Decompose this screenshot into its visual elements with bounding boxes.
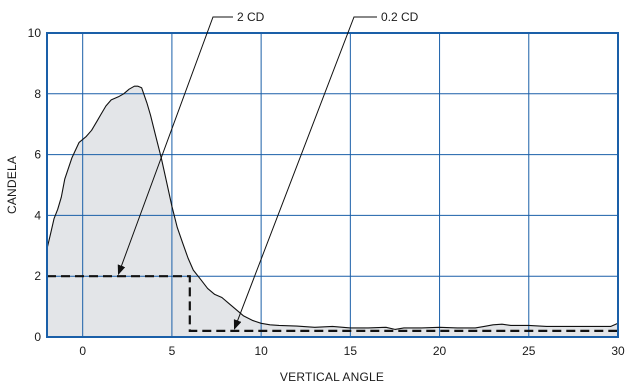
plot-border (46, 32, 619, 338)
y-tick-label: 6 (34, 148, 41, 162)
x-tick-label: 25 (522, 344, 536, 358)
annotation-leader (117, 16, 233, 276)
annotation-label: 2 CD (237, 10, 265, 24)
series-layer (47, 86, 618, 337)
threshold-line (47, 275, 618, 332)
y-tick-label: 4 (34, 208, 41, 222)
y-tick-label: 2 (34, 269, 41, 283)
series-line-layer (46, 85, 619, 330)
y-tick-label: 0 (34, 330, 41, 344)
y-tick-label: 8 (34, 87, 41, 101)
x-tick-label: 15 (344, 344, 358, 358)
annotations: 2 CD 0.2 CD (117, 10, 419, 330)
series-line (46, 85, 619, 330)
x-tick-label: 5 (169, 344, 176, 358)
x-tick-label: 10 (254, 344, 268, 358)
y-tick-label: 10 (28, 26, 42, 40)
annotation-label: 0.2 CD (381, 10, 419, 24)
x-tick-label: 20 (433, 344, 447, 358)
annotation-leader (233, 16, 377, 330)
series-area-fill (47, 86, 618, 337)
plot-frame (46, 32, 619, 338)
threshold-layer (47, 275, 618, 332)
x-axis-title: VERTICAL ANGLE (280, 370, 384, 384)
tick-labels: 0 5 10 15 20 25 30 0 2 4 6 8 10 (28, 26, 625, 358)
y-axis-title: CANDELA (5, 156, 19, 214)
x-tick-label: 0 (79, 344, 86, 358)
x-tick-label: 30 (611, 344, 625, 358)
